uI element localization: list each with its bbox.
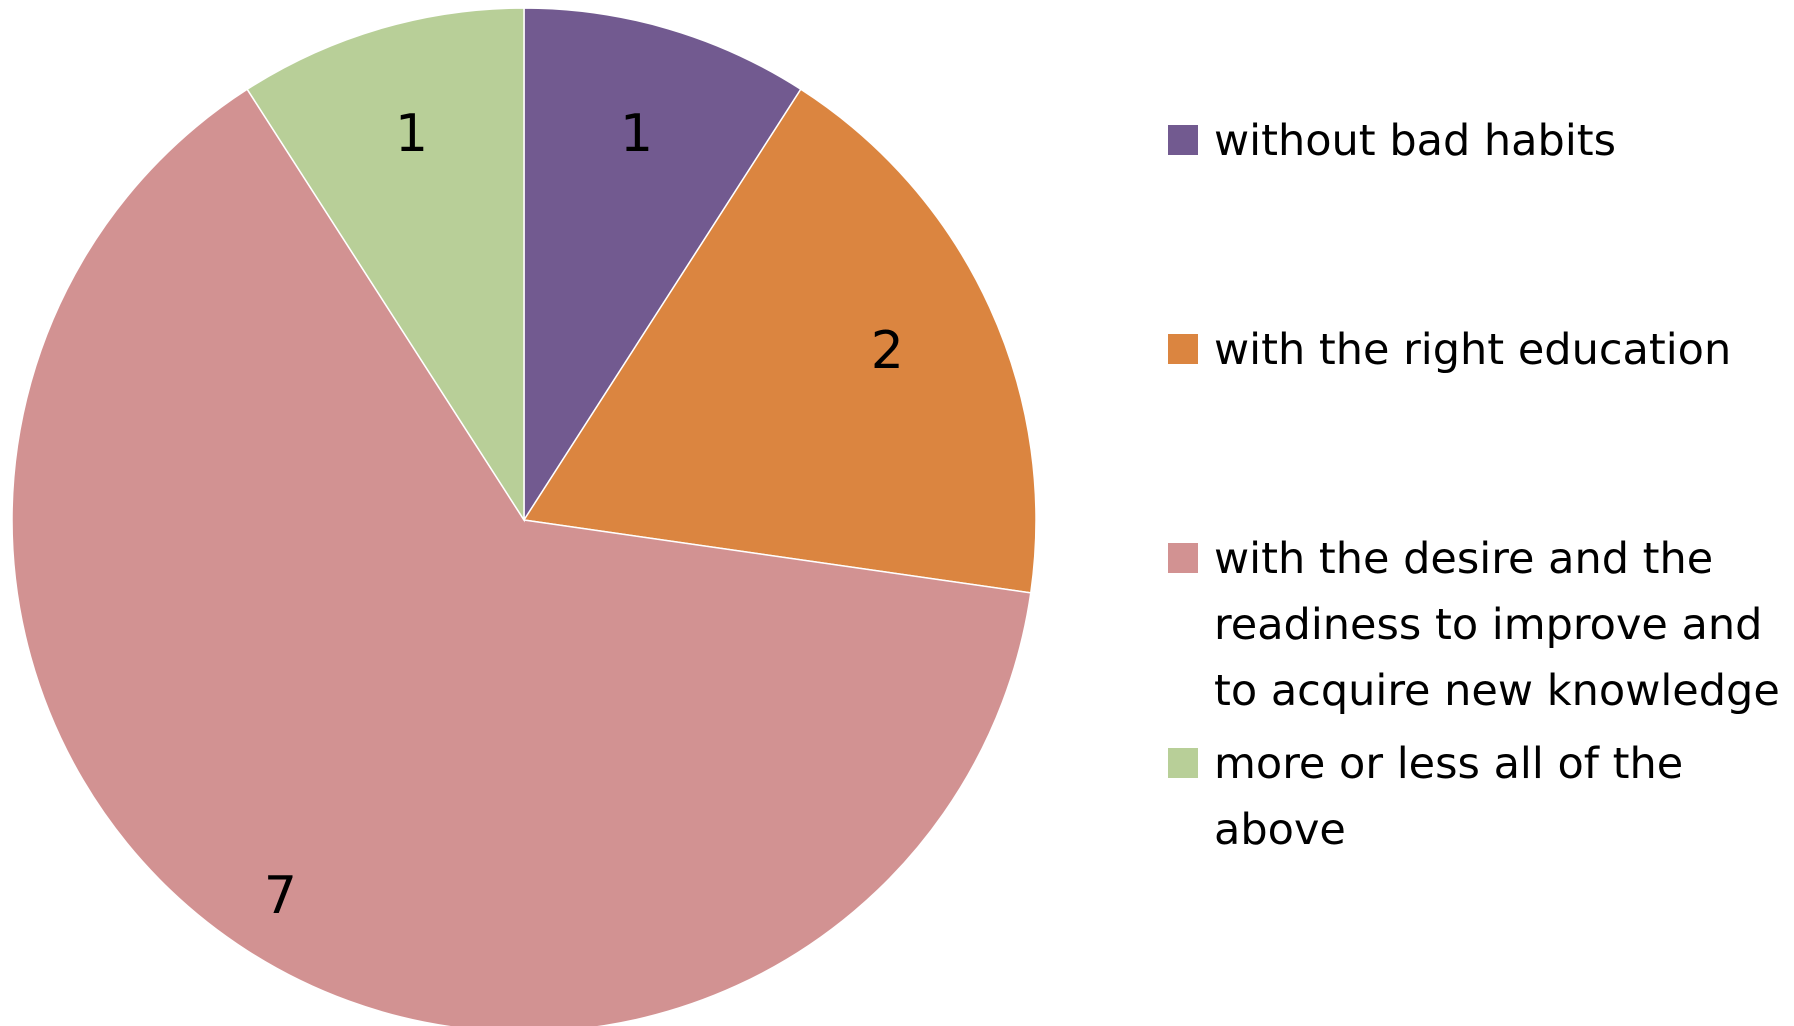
legend-label: with the right education: [1214, 325, 1732, 375]
pie-chart: 1 2 7 1: [11, 7, 1037, 1026]
pie-data-label-1: 2: [871, 321, 904, 381]
legend-swatch: [1168, 125, 1198, 155]
pie-slices: [11, 7, 1037, 1026]
legend-item-desire-to-improve: with the desire and the readiness to imp…: [1168, 526, 1788, 724]
pie-data-label-0: 1: [620, 104, 653, 164]
legend-swatch: [1168, 543, 1198, 573]
legend: without bad habits with the right educat…: [1168, 108, 1788, 863]
legend-item-right-education: with the right education: [1168, 317, 1788, 383]
pie-data-labels: 1 2 7 1: [264, 104, 904, 926]
legend-label: with the desire and the readiness to imp…: [1214, 534, 1780, 716]
legend-swatch: [1168, 334, 1198, 364]
pie-data-label-2: 7: [264, 866, 297, 926]
legend-label: more or less all of the above: [1214, 739, 1684, 855]
pie-slice-0: [523, 7, 802, 523]
pie-slice-3: [246, 7, 525, 523]
pie-slice-2: [11, 88, 1032, 1026]
legend-label: without bad habits: [1214, 116, 1617, 166]
legend-item-without-bad-habits: without bad habits: [1168, 108, 1788, 174]
pie-slice-1: [522, 88, 1037, 594]
legend-swatch: [1168, 748, 1198, 778]
pie-data-label-3: 1: [395, 104, 428, 164]
legend-item-all-of-the-above: more or less all of the above: [1168, 731, 1788, 863]
